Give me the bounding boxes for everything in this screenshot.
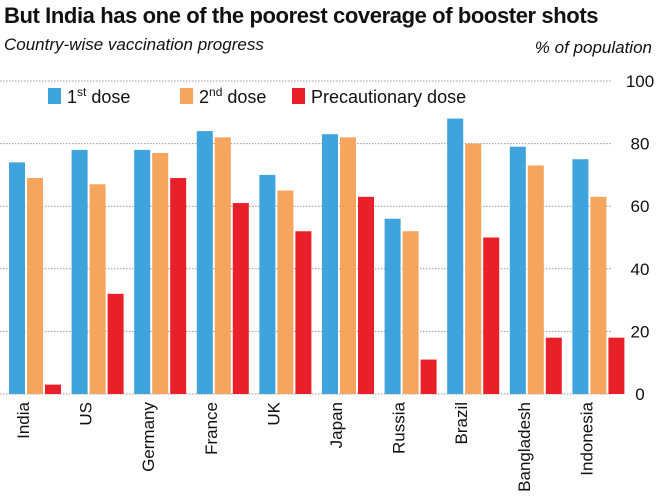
x-label-russia: Russia	[390, 401, 409, 454]
bar-us-2	[89, 184, 106, 394]
bar-indonesia-3	[608, 337, 625, 394]
bar-indonesia-2	[590, 196, 607, 394]
bar-russia-1	[384, 218, 401, 394]
y-tick-label: 40	[631, 260, 650, 279]
bar-india-3	[45, 384, 61, 394]
bar-france-3	[232, 203, 249, 394]
y-axis-unit-label: % of population	[534, 38, 652, 57]
bar-bangladesh-2	[527, 165, 544, 394]
bar-japan-1	[322, 134, 338, 394]
y-tick-label: 100	[626, 72, 654, 91]
bar-uk-2	[277, 190, 294, 394]
bar-japan-2	[340, 137, 356, 394]
legend-label: Precautionary dose	[311, 87, 466, 107]
bar-brazil-1	[447, 118, 464, 394]
y-tick-label: 0	[635, 385, 644, 404]
bar-france-2	[214, 137, 231, 394]
legend-label: 2nd dose	[199, 85, 266, 107]
x-label-germany: Germany	[139, 402, 158, 472]
chart-subtitle: Country-wise vaccination progress	[4, 35, 264, 54]
bar-india-1	[9, 162, 25, 394]
x-label-bangladesh: Bangladesh	[515, 402, 534, 492]
bar-bangladesh-1	[509, 146, 526, 394]
bar-us-3	[107, 293, 124, 394]
y-tick-label: 20	[631, 322, 650, 341]
x-label-uk: UK	[264, 401, 283, 425]
bar-brazil-2	[465, 143, 482, 394]
x-label-us: US	[77, 402, 96, 426]
bar-russia-2	[402, 231, 419, 394]
x-label-japan: Japan	[327, 402, 346, 448]
bar-indonesia-1	[572, 159, 589, 394]
x-axis-labels: India US Germany France UK Japan Russia Brazil B…	[14, 401, 596, 491]
bar-india-2	[27, 178, 43, 394]
chart-title: But India has one of the poorest coverag…	[4, 3, 599, 28]
legend: 1st dose 2nd dose Precautionary dose	[48, 85, 466, 107]
bar-germany-3	[170, 178, 187, 394]
x-label-indonesia: Indonesia	[577, 401, 596, 475]
y-axis-ticks: 0 20 40 60 80 100	[626, 72, 654, 404]
legend-label: 1st dose	[67, 85, 130, 107]
legend-swatch	[48, 88, 61, 104]
bar-germany-1	[134, 149, 151, 394]
bar-japan-3	[358, 196, 374, 394]
legend-swatch	[292, 88, 305, 104]
bar-germany-2	[152, 152, 169, 394]
bar-france-1	[196, 131, 213, 394]
bar-russia-3	[420, 359, 437, 394]
y-tick-label: 60	[631, 197, 650, 216]
bar-us-1	[71, 149, 88, 394]
bar-uk-3	[295, 231, 312, 394]
bar-brazil-3	[483, 237, 500, 394]
bar-group	[9, 118, 625, 394]
bar-bangladesh-3	[545, 337, 562, 394]
y-tick-label: 80	[631, 135, 650, 154]
x-label-india: India	[14, 401, 33, 438]
x-label-france: France	[202, 402, 221, 455]
bar-uk-1	[259, 174, 276, 394]
x-label-brazil: Brazil	[452, 402, 471, 445]
legend-swatch	[180, 88, 193, 104]
